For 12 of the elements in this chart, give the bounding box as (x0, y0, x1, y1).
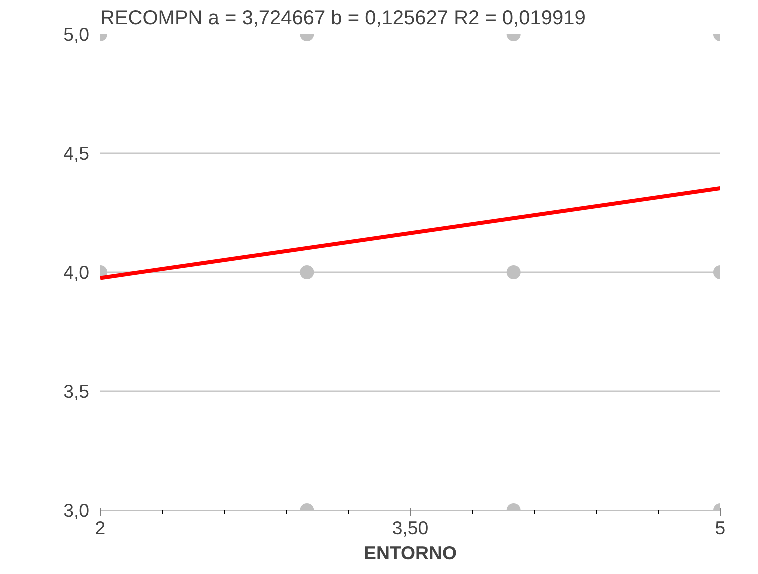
y-tick-label: 4,0 (64, 262, 90, 283)
chart-title: RECOMPN a = 3,724667 b = 0,125627 R2 = 0,019919 (100, 8, 586, 30)
x-tick-label: 3,50 (392, 518, 429, 538)
x-tick-label: 5 (715, 518, 726, 538)
y-tick-label: 5,0 (64, 24, 90, 45)
y-tick-label: 3,5 (64, 381, 90, 402)
point (300, 266, 314, 280)
y-tick-label: 4,5 (64, 143, 90, 164)
point (506, 266, 521, 280)
y-tick-label: 3,0 (64, 500, 90, 521)
x-axis-title: ENTORNO (364, 542, 457, 564)
x-tick-label: 2 (95, 518, 106, 538)
